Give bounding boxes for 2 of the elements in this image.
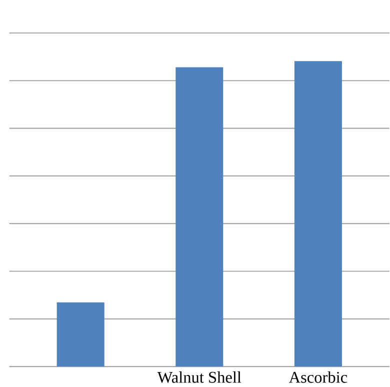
x-tick-label: Ascorbic	[288, 371, 348, 383]
x-tick-label: Walnut Shell	[157, 371, 242, 383]
